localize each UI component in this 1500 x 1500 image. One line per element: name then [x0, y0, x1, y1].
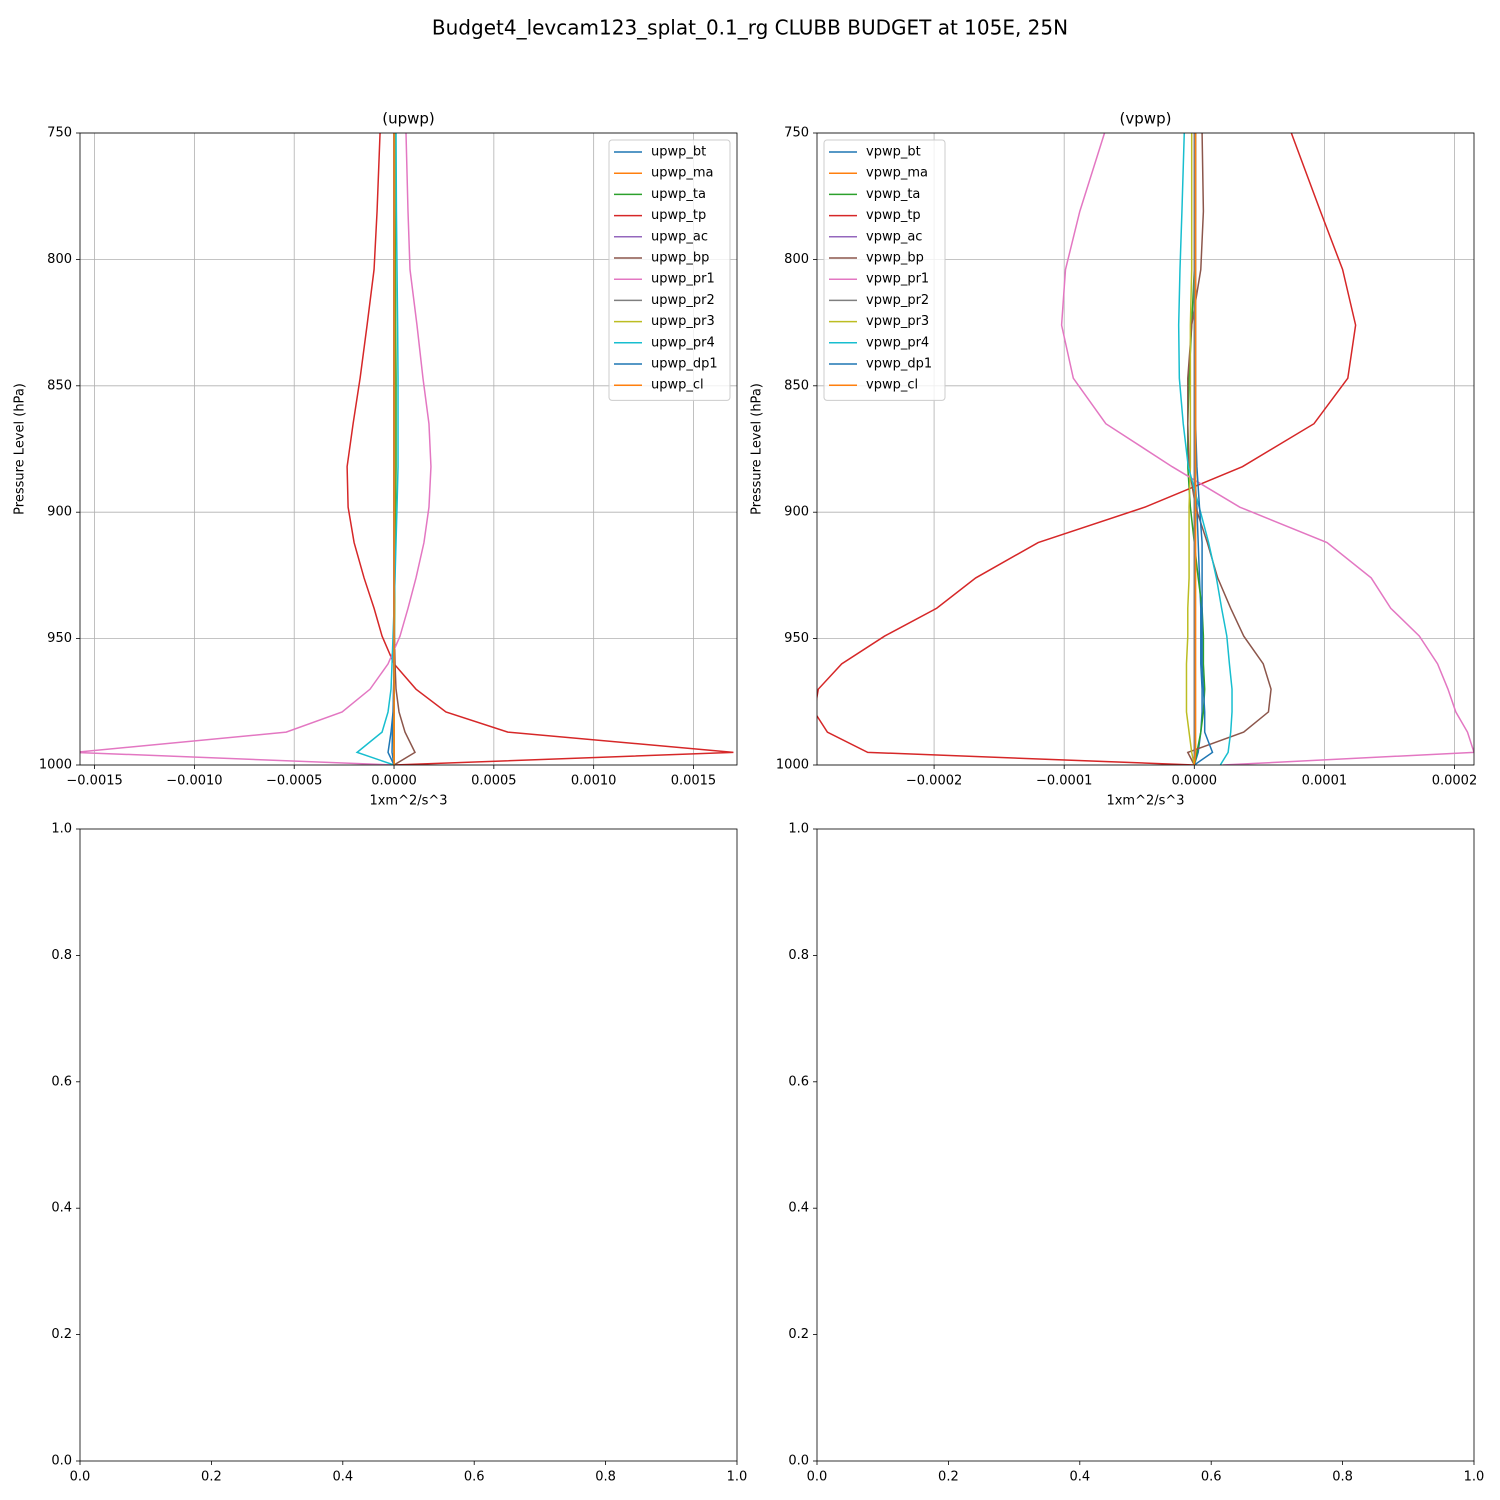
x-tick-label: 0.4: [1069, 1470, 1090, 1485]
legend-label: upwp_cl: [651, 378, 704, 393]
x-tick-label: −0.0010: [166, 774, 222, 789]
plot-area: [817, 133, 1474, 765]
x-tick-label: 0.2: [938, 1470, 959, 1485]
axes-title: (vpwp): [1120, 110, 1172, 128]
y-tick-label: 0.8: [51, 948, 72, 963]
y-tick-label: 800: [784, 252, 809, 267]
x-tick-label: 0.0010: [571, 774, 617, 789]
y-tick-label: 1000: [776, 758, 809, 773]
series-line: [355, 133, 399, 765]
x-tick-label: −0.0005: [266, 774, 322, 789]
y-tick-label: 0.4: [51, 1201, 72, 1216]
x-tick-label: 1.0: [727, 1470, 748, 1485]
x-tick-label: 0.6: [1201, 1470, 1222, 1485]
x-tick-label: 1.0: [1464, 1470, 1485, 1485]
legend-label: upwp_pr1: [651, 272, 715, 287]
x-tick-label: 0.0000: [371, 774, 417, 789]
x-tick-label: −0.0015: [66, 774, 122, 789]
x-tick-label: 0.2: [201, 1470, 222, 1485]
axes-frame: [79, 828, 738, 1462]
x-tick-label: 0.8: [595, 1470, 616, 1485]
y-tick-label: 950: [47, 631, 72, 646]
legend-label: vpwp_pr4: [866, 335, 929, 350]
legend-label: vpwp_bt: [866, 145, 921, 160]
x-tick-label: 0.0: [70, 1470, 91, 1485]
x-tick-label: −0.0002: [906, 774, 962, 789]
x-tick-label: 0.0002: [1432, 774, 1478, 789]
legend-label: upwp_pr3: [651, 314, 715, 329]
y-tick-label: 900: [784, 505, 809, 520]
legend-box: [608, 139, 731, 401]
series-line: [346, 133, 734, 765]
y-tick-label: 900: [47, 505, 72, 520]
series-line: [1060, 133, 1474, 765]
legend-label: upwp_ta: [651, 187, 706, 202]
axes-frame: [816, 828, 1475, 1462]
x-tick-label: −0.0001: [1036, 774, 1092, 789]
x-tick-label: 0.0001: [1302, 774, 1348, 789]
x-tick-label: 0.0015: [671, 774, 717, 789]
legend-label: vpwp_cl: [866, 378, 918, 393]
y-tick-label: 750: [47, 126, 72, 141]
y-tick-label: 0.2: [788, 1327, 809, 1342]
y-axis-label: Pressure Level (hPa): [13, 383, 28, 515]
legend-label: vpwp_dp1: [866, 357, 932, 372]
y-tick-label: 1.0: [51, 822, 72, 837]
series-line: [80, 133, 432, 765]
y-tick-label: 1.0: [788, 822, 809, 837]
x-axis-label: 1xm^2/s^3: [369, 794, 447, 809]
y-tick-label: 0.4: [788, 1201, 809, 1216]
y-tick-label: 1000: [39, 758, 72, 773]
legend-label: upwp_bp: [651, 251, 709, 266]
legend-label: upwp_bt: [651, 145, 706, 160]
legend-label: vpwp_bp: [866, 251, 924, 266]
legend-label: vpwp_ma: [866, 166, 928, 181]
figure-title: Budget4_levcam123_splat_0.1_rg CLUBB BUD…: [432, 16, 1068, 40]
y-tick-label: 950: [784, 631, 809, 646]
series-line: [1185, 133, 1196, 765]
y-axis-label: Pressure Level (hPa): [750, 383, 765, 515]
y-tick-label: 0.2: [51, 1327, 72, 1342]
y-tick-label: 0.6: [51, 1074, 72, 1089]
legend-label: upwp_pr2: [651, 293, 715, 308]
legend-label: vpwp_tp: [866, 208, 921, 223]
legend-label: vpwp_ta: [866, 187, 920, 202]
axes-title: (upwp): [382, 110, 435, 128]
x-tick-label: 0.0005: [471, 774, 517, 789]
legend-label: vpwp_pr1: [866, 272, 929, 287]
y-tick-label: 0.8: [788, 948, 809, 963]
legend-label: upwp_ac: [651, 229, 708, 244]
series-line: [1193, 133, 1197, 765]
plot-area: [80, 133, 734, 765]
y-tick-label: 0.0: [788, 1454, 809, 1469]
x-tick-label: 0.4: [332, 1470, 353, 1485]
y-tick-label: 850: [47, 378, 72, 393]
legend-label: upwp_ma: [651, 166, 714, 181]
axes-frame: [79, 132, 738, 766]
y-tick-label: 750: [784, 126, 809, 141]
legend-label: vpwp_ac: [866, 229, 922, 244]
y-tick-label: 800: [47, 252, 72, 267]
y-tick-label: 850: [784, 378, 809, 393]
legend-label: upwp_pr4: [651, 335, 715, 350]
x-tick-label: 0.0000: [1172, 774, 1218, 789]
legend-label: vpwp_pr2: [866, 293, 929, 308]
axes-frame: [816, 132, 1475, 766]
series-line: [817, 133, 1357, 765]
legend-label: upwp_dp1: [651, 357, 718, 372]
y-tick-label: 0.0: [51, 1454, 72, 1469]
x-tick-label: 0.8: [1332, 1470, 1353, 1485]
x-axis-label: 1xm^2/s^3: [1106, 794, 1184, 809]
x-tick-label: 0.6: [464, 1470, 485, 1485]
y-tick-label: 0.6: [788, 1074, 809, 1089]
x-tick-label: 0.0: [807, 1470, 828, 1485]
legend-label: vpwp_pr3: [866, 314, 929, 329]
legend-label: upwp_tp: [651, 208, 706, 223]
legend-box: [823, 139, 946, 401]
series-line: [1177, 133, 1233, 765]
